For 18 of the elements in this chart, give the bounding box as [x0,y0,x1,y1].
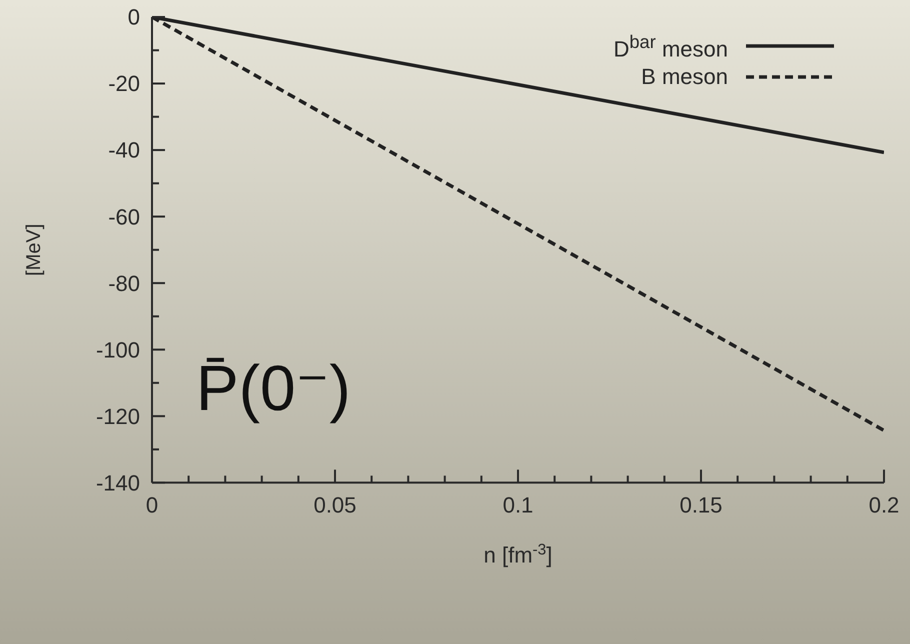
x-tick-label: 0.15 [680,492,722,518]
y-tick-label: -40 [108,138,140,163]
x-tick-label: 0 [146,492,158,518]
legend-label: B meson [641,63,728,92]
y-tick-label: -100 [96,337,140,362]
y-tick-label: -120 [96,404,140,429]
y-axis-title: [MeV] [23,224,45,276]
x-axis-title: n [fm$^{-3}$] [484,541,552,568]
annotation: P̄(0⁻) [196,351,351,426]
y-tick-label: -20 [108,71,140,96]
x-tick-label: 0.1 [502,492,534,518]
y-tick-label: 0 [128,4,140,30]
y-tick-label: -80 [108,270,140,296]
y-tick-label: -60 [108,204,140,230]
y-tick-label: -140 [96,470,140,496]
x-tick-label: 0.2 [868,492,900,518]
legend-label: D$^{bar}$ meson [613,30,728,64]
x-tick-label: 0.05 [314,492,356,518]
